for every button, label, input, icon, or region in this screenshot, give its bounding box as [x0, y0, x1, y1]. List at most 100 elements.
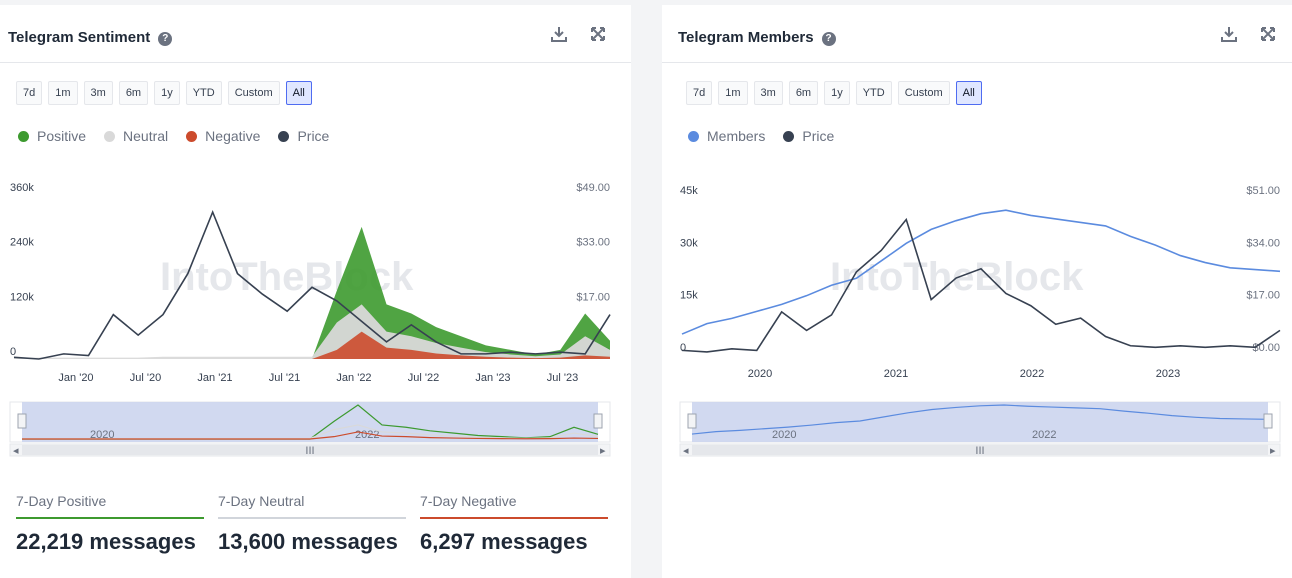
legend-dot: [783, 130, 795, 142]
legend-neutral[interactable]: Neutral: [104, 128, 168, 144]
legend-label: Negative: [205, 128, 261, 144]
help-icon[interactable]: ?: [158, 32, 173, 46]
y-left-tick: 0: [10, 346, 16, 358]
x-tick: Jan '20: [58, 372, 93, 384]
members-chart: IntoTheBlock015k30k45k$0.00$17.00$34.00$…: [679, 185, 1281, 457]
expand-icon[interactable]: [1259, 25, 1277, 43]
range-6m-button[interactable]: 6m: [118, 81, 149, 105]
scroll-right-icon[interactable]: ▸: [600, 445, 606, 457]
range-7d-button[interactable]: 7d: [16, 81, 43, 105]
x-tick: Jan '21: [197, 372, 232, 384]
stat-value: 6,297 messages: [420, 529, 588, 554]
scroll-right-icon[interactable]: ▸: [1270, 445, 1276, 457]
navigator-label: 2020: [90, 429, 114, 441]
card-title-text: Telegram Sentiment: [8, 29, 151, 46]
x-tick: 2022: [1020, 368, 1044, 380]
scroll-left-icon[interactable]: ◂: [683, 445, 689, 457]
legend-dot: [278, 130, 290, 142]
range-1y-button[interactable]: 1y: [154, 81, 180, 105]
range-navigator[interactable]: 2020 2022 III ◂ ▸: [679, 401, 1281, 457]
stat-value: 13,600 messages: [218, 529, 398, 554]
help-icon[interactable]: ?: [821, 32, 836, 46]
chart-legend: Members Price: [688, 128, 834, 144]
range-3m-button[interactable]: 3m: [83, 81, 113, 105]
range-selector: 7d 1m 3m 6m 1y YTD Custom All: [16, 81, 312, 105]
legend-dot: [688, 130, 699, 142]
range-ytd-button[interactable]: YTD: [185, 81, 222, 105]
y-right-tick: $0.00: [1252, 342, 1280, 354]
card-title: Telegram Sentiment?: [8, 29, 173, 46]
range-1m-button[interactable]: 1m: [718, 81, 748, 105]
x-tick: 2020: [748, 368, 772, 380]
series-price-line: [681, 217, 1281, 353]
header-divider: [662, 62, 1292, 63]
chart-legend: Positive Neutral Negative Price: [18, 128, 329, 144]
stat-label: 7-Day Positive: [16, 493, 204, 519]
sentiment-chart: IntoTheBlock0120k240k360k$1.00$17.00$33.…: [9, 182, 611, 457]
y-left-tick: 240k: [10, 237, 34, 249]
y-right-tick: $34.00: [1246, 237, 1280, 249]
range-ytd-button[interactable]: YTD: [855, 81, 892, 105]
telegram-sentiment-card: Telegram Sentiment? 7d 1m 3m 6m 1y YTD Custom A…: [0, 5, 631, 578]
scrollbar-thumb[interactable]: [692, 445, 1268, 455]
legend-positive[interactable]: Positive: [18, 128, 86, 144]
stat-label: 7-Day Negative: [420, 493, 608, 519]
download-icon[interactable]: [550, 25, 568, 43]
y-left-tick: 360k: [10, 182, 34, 194]
expand-icon[interactable]: [589, 25, 607, 43]
y-right-tick: $33.00: [576, 237, 610, 249]
scrollbar-grip-icon: III: [305, 445, 314, 457]
legend-dot: [18, 130, 29, 142]
range-selector: 7d 1m 3m 6m 1y YTD Custom All: [686, 81, 982, 105]
navigator-selection[interactable]: [22, 402, 598, 442]
series-price-line: [13, 209, 611, 360]
y-left-tick: 120k: [10, 291, 34, 303]
range-1y-button[interactable]: 1y: [824, 81, 850, 105]
series-members-line: [681, 209, 1281, 335]
navigator-left-handle[interactable]: [17, 413, 27, 429]
range-3m-button[interactable]: 3m: [753, 81, 783, 105]
y-right-tick: $17.00: [576, 291, 610, 303]
legend-members[interactable]: Members: [688, 128, 765, 144]
navigator-selection[interactable]: [692, 402, 1268, 442]
scrollbar-grip-icon: III: [975, 445, 984, 457]
legend-dot: [104, 130, 116, 142]
legend-negative[interactable]: Negative: [186, 128, 260, 144]
x-tick: Jan '22: [336, 372, 371, 384]
y-left-tick: 0: [680, 342, 686, 354]
navigator-left-handle[interactable]: [687, 413, 697, 429]
range-6m-button[interactable]: 6m: [788, 81, 819, 105]
navigator-label: 2022: [1032, 429, 1056, 441]
navigator-label: 2020: [772, 429, 796, 441]
x-tick: Jul '23: [547, 372, 578, 384]
legend-label: Neutral: [123, 128, 169, 144]
card-title-text: Telegram Members: [678, 29, 814, 46]
range-custom-button[interactable]: Custom: [897, 81, 950, 105]
range-1m-button[interactable]: 1m: [48, 81, 78, 105]
scroll-left-icon[interactable]: ◂: [13, 445, 19, 457]
x-tick: 2021: [884, 368, 908, 380]
x-tick: Jan '23: [475, 372, 510, 384]
range-custom-button[interactable]: Custom: [227, 81, 280, 105]
stat-value: 22,219 messages: [16, 529, 196, 554]
range-all-button[interactable]: All: [285, 81, 312, 105]
navigator-series-members: [691, 404, 1269, 435]
legend-label: Price: [802, 128, 835, 144]
x-tick: Jul '21: [269, 372, 300, 384]
legend-price[interactable]: Price: [278, 128, 329, 144]
range-7d-button[interactable]: 7d: [686, 81, 713, 105]
legend-dot: [186, 130, 198, 142]
y-right-tick: $51.00: [1246, 185, 1280, 197]
download-icon[interactable]: [1220, 25, 1238, 43]
y-left-tick: 45k: [680, 185, 698, 197]
navigator-right-handle[interactable]: [1263, 413, 1273, 429]
stat-7-day-negative: 7-Day Negative 6,297 messages: [420, 493, 608, 555]
navigator-right-handle[interactable]: [593, 413, 603, 429]
legend-label: Price: [297, 128, 330, 144]
scrollbar-thumb[interactable]: [22, 445, 598, 455]
x-tick: 2023: [1156, 368, 1180, 380]
stat-7-day-positive: 7-Day Positive 22,219 messages: [16, 493, 204, 555]
legend-price[interactable]: Price: [783, 128, 834, 144]
range-all-button[interactable]: All: [955, 81, 982, 105]
